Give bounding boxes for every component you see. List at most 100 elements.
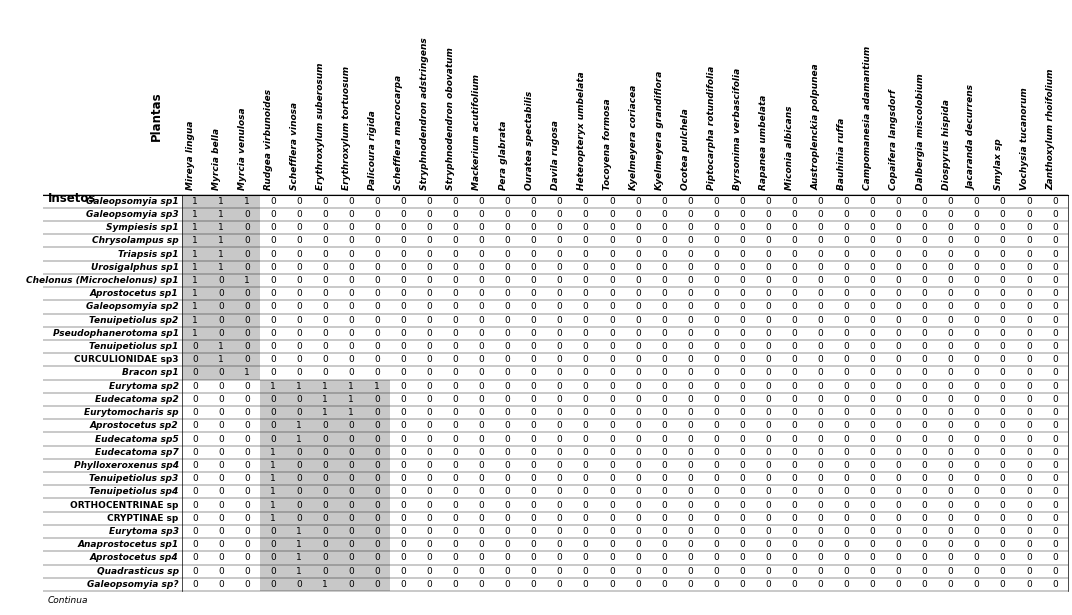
Bar <box>1016 485 1042 499</box>
Text: 0: 0 <box>478 514 485 523</box>
Text: 0: 0 <box>323 276 328 285</box>
Text: 0: 0 <box>1052 435 1058 443</box>
Text: 0: 0 <box>1052 408 1058 417</box>
Bar <box>964 300 989 314</box>
Bar <box>416 432 443 446</box>
Text: 0: 0 <box>740 514 745 523</box>
Text: 0: 0 <box>374 488 381 496</box>
Bar <box>1016 353 1042 367</box>
Bar <box>885 512 911 525</box>
Text: 0: 0 <box>869 289 876 298</box>
Bar <box>833 221 860 234</box>
Bar <box>521 327 547 340</box>
Text: 1: 1 <box>192 289 197 298</box>
Text: 0: 0 <box>713 514 719 523</box>
Text: 0: 0 <box>478 368 485 378</box>
Bar <box>234 525 259 538</box>
Text: 0: 0 <box>687 250 693 258</box>
Text: 0: 0 <box>478 236 485 245</box>
Bar <box>781 261 807 274</box>
Bar <box>364 551 390 565</box>
Bar <box>390 459 416 472</box>
Text: 0: 0 <box>740 580 745 589</box>
Text: 0: 0 <box>427 289 432 298</box>
Text: 0: 0 <box>556 395 563 404</box>
Text: 0: 0 <box>218 276 224 285</box>
Bar <box>521 353 547 367</box>
Bar <box>234 247 259 261</box>
Text: 0: 0 <box>556 435 563 443</box>
Bar <box>547 340 572 353</box>
Text: 0: 0 <box>531 540 536 549</box>
Bar <box>572 499 599 512</box>
Text: 0: 0 <box>270 540 276 549</box>
Text: 0: 0 <box>869 501 876 510</box>
Text: 0: 0 <box>661 421 667 430</box>
Text: 0: 0 <box>374 250 381 258</box>
Text: Tenuipetiolus sp4: Tenuipetiolus sp4 <box>89 488 179 496</box>
Text: 0: 0 <box>922 501 927 510</box>
Text: 0: 0 <box>323 501 328 510</box>
Text: 0: 0 <box>661 263 667 272</box>
Bar <box>938 327 964 340</box>
Bar <box>208 194 234 208</box>
Bar <box>521 538 547 551</box>
Bar <box>338 485 364 499</box>
Bar <box>338 459 364 472</box>
Text: 0: 0 <box>869 342 876 351</box>
Bar <box>755 234 781 247</box>
Text: 0: 0 <box>218 368 224 378</box>
Text: 0: 0 <box>583 540 589 549</box>
Bar <box>625 234 651 247</box>
Text: 0: 0 <box>844 554 849 563</box>
Bar <box>182 446 208 459</box>
Bar <box>1042 446 1068 459</box>
Bar <box>547 327 572 340</box>
Bar <box>1042 538 1068 551</box>
Text: 0: 0 <box>374 540 381 549</box>
Text: 0: 0 <box>844 315 849 325</box>
Bar <box>599 287 625 300</box>
Text: 0: 0 <box>348 289 354 298</box>
Text: 0: 0 <box>791 342 798 351</box>
Bar <box>860 340 885 353</box>
Bar <box>416 247 443 261</box>
Text: 0: 0 <box>556 197 563 206</box>
Bar <box>390 419 416 432</box>
Bar <box>468 379 494 393</box>
Bar <box>547 393 572 406</box>
Text: 0: 0 <box>244 488 250 496</box>
Text: 0: 0 <box>556 474 563 483</box>
Bar <box>599 419 625 432</box>
Text: 0: 0 <box>844 250 849 258</box>
Bar <box>468 300 494 314</box>
Text: 0: 0 <box>270 408 276 417</box>
Text: 0: 0 <box>1052 395 1058 404</box>
Text: 0: 0 <box>609 488 614 496</box>
Bar <box>781 379 807 393</box>
Bar <box>443 261 468 274</box>
Text: 0: 0 <box>844 329 849 338</box>
Text: 0: 0 <box>973 355 980 364</box>
Bar <box>468 327 494 340</box>
Bar <box>443 472 468 485</box>
Bar <box>911 287 938 300</box>
Text: 0: 0 <box>270 329 276 338</box>
Text: 0: 0 <box>531 368 536 378</box>
Bar <box>729 221 755 234</box>
Bar <box>259 300 286 314</box>
Bar <box>625 472 651 485</box>
Bar <box>494 353 521 367</box>
Bar <box>443 565 468 577</box>
Bar <box>599 379 625 393</box>
Bar <box>964 221 989 234</box>
Bar <box>259 525 286 538</box>
Bar <box>860 459 885 472</box>
Text: 0: 0 <box>765 421 771 430</box>
Bar <box>312 208 338 221</box>
Text: 0: 0 <box>791 315 798 325</box>
Bar <box>312 314 338 327</box>
Text: 0: 0 <box>1026 580 1031 589</box>
Text: 0: 0 <box>1052 368 1058 378</box>
Text: 0: 0 <box>844 408 849 417</box>
